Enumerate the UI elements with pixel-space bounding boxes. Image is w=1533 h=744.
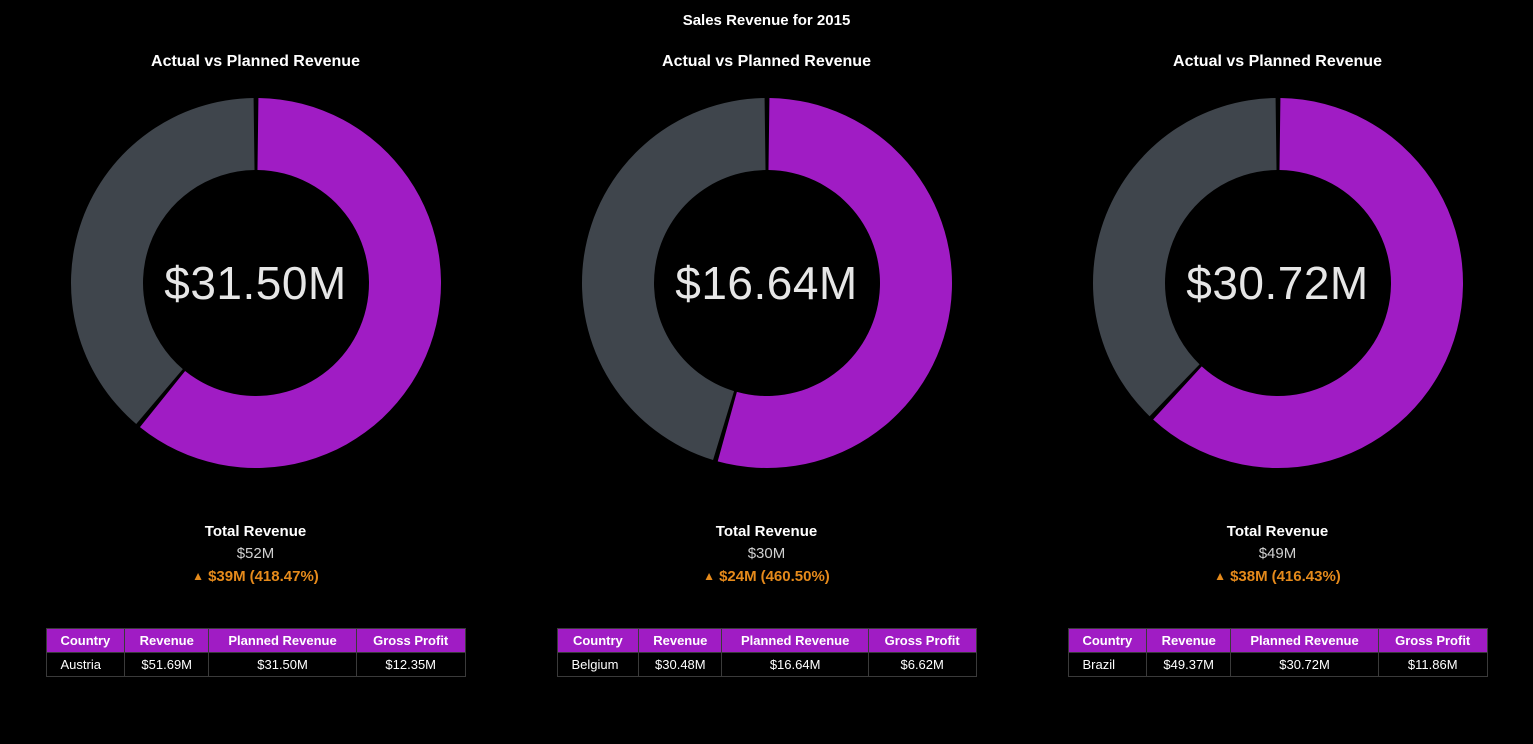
trend-up-icon: ▲ [1214, 570, 1226, 582]
table-row: Austria $51.69M $31.50M $12.35M [46, 652, 465, 676]
table-header-row: Country Revenue Planned Revenue Gross Pr… [557, 628, 976, 652]
cell-country: Austria [46, 652, 125, 676]
donut-chart: $16.64M [557, 73, 977, 493]
trend-line: ▲ $39M(418.47%) [192, 566, 319, 588]
trend-value: $38M [1230, 566, 1268, 588]
table-header-row: Country Revenue Planned Revenue Gross Pr… [1068, 628, 1487, 652]
panel-austria: Actual vs Planned Revenue $31.50M Total … [6, 35, 506, 677]
col-planned: Planned Revenue [722, 628, 868, 652]
total-revenue-amount: $49M [1214, 543, 1341, 565]
cell-revenue: $30.48M [639, 652, 722, 676]
total-revenue-amount: $30M [703, 543, 830, 565]
chart-title: Actual vs Planned Revenue [151, 53, 360, 71]
table-header-row: Country Revenue Planned Revenue Gross Pr… [46, 628, 465, 652]
page-title: Sales Revenue for 2015 [0, 0, 1533, 35]
trend-line: ▲ $24M(460.50%) [703, 566, 830, 588]
col-revenue: Revenue [639, 628, 722, 652]
col-country: Country [1068, 628, 1147, 652]
total-revenue-label: Total Revenue [703, 521, 830, 543]
donut-chart: $31.50M [46, 73, 466, 493]
trend-percent: (460.50%) [761, 566, 830, 588]
col-profit: Gross Profit [356, 628, 465, 652]
total-block: Total Revenue $30M ▲ $24M(460.50%) [703, 521, 830, 588]
col-country: Country [46, 628, 125, 652]
trend-line: ▲ $38M(416.43%) [1214, 566, 1341, 588]
col-planned: Planned Revenue [209, 628, 357, 652]
donut-chart: $30.72M [1068, 73, 1488, 493]
col-profit: Gross Profit [868, 628, 976, 652]
data-table: Country Revenue Planned Revenue Gross Pr… [557, 628, 977, 677]
donut-center-value: $31.50M [164, 256, 347, 310]
data-table: Country Revenue Planned Revenue Gross Pr… [1068, 628, 1488, 677]
trend-up-icon: ▲ [192, 570, 204, 582]
panels-container: Actual vs Planned Revenue $31.50M Total … [0, 35, 1533, 677]
cell-profit: $12.35M [356, 652, 465, 676]
panel-belgium: Actual vs Planned Revenue $16.64M Total … [517, 35, 1017, 677]
total-revenue-label: Total Revenue [192, 521, 319, 543]
cell-revenue: $51.69M [125, 652, 209, 676]
chart-title: Actual vs Planned Revenue [1173, 53, 1382, 71]
total-revenue-amount: $52M [192, 543, 319, 565]
total-block: Total Revenue $52M ▲ $39M(418.47%) [192, 521, 319, 588]
donut-center-value: $30.72M [1186, 256, 1369, 310]
cell-country: Belgium [557, 652, 639, 676]
trend-value: $39M [208, 566, 246, 588]
trend-percent: (416.43%) [1272, 566, 1341, 588]
trend-up-icon: ▲ [703, 570, 715, 582]
cell-profit: $11.86M [1378, 652, 1487, 676]
trend-percent: (418.47%) [250, 566, 319, 588]
cell-profit: $6.62M [868, 652, 976, 676]
col-country: Country [557, 628, 639, 652]
col-revenue: Revenue [1147, 628, 1231, 652]
total-revenue-label: Total Revenue [1214, 521, 1341, 543]
data-table: Country Revenue Planned Revenue Gross Pr… [46, 628, 466, 677]
cell-planned: $30.72M [1231, 652, 1379, 676]
col-revenue: Revenue [125, 628, 209, 652]
cell-revenue: $49.37M [1147, 652, 1231, 676]
panel-brazil: Actual vs Planned Revenue $30.72M Total … [1028, 35, 1528, 677]
col-planned: Planned Revenue [1231, 628, 1379, 652]
cell-country: Brazil [1068, 652, 1147, 676]
table-row: Belgium $30.48M $16.64M $6.62M [557, 652, 976, 676]
donut-center-value: $16.64M [675, 256, 858, 310]
table-row: Brazil $49.37M $30.72M $11.86M [1068, 652, 1487, 676]
cell-planned: $16.64M [722, 652, 868, 676]
chart-title: Actual vs Planned Revenue [662, 53, 871, 71]
col-profit: Gross Profit [1378, 628, 1487, 652]
cell-planned: $31.50M [209, 652, 357, 676]
total-block: Total Revenue $49M ▲ $38M(416.43%) [1214, 521, 1341, 588]
trend-value: $24M [719, 566, 757, 588]
